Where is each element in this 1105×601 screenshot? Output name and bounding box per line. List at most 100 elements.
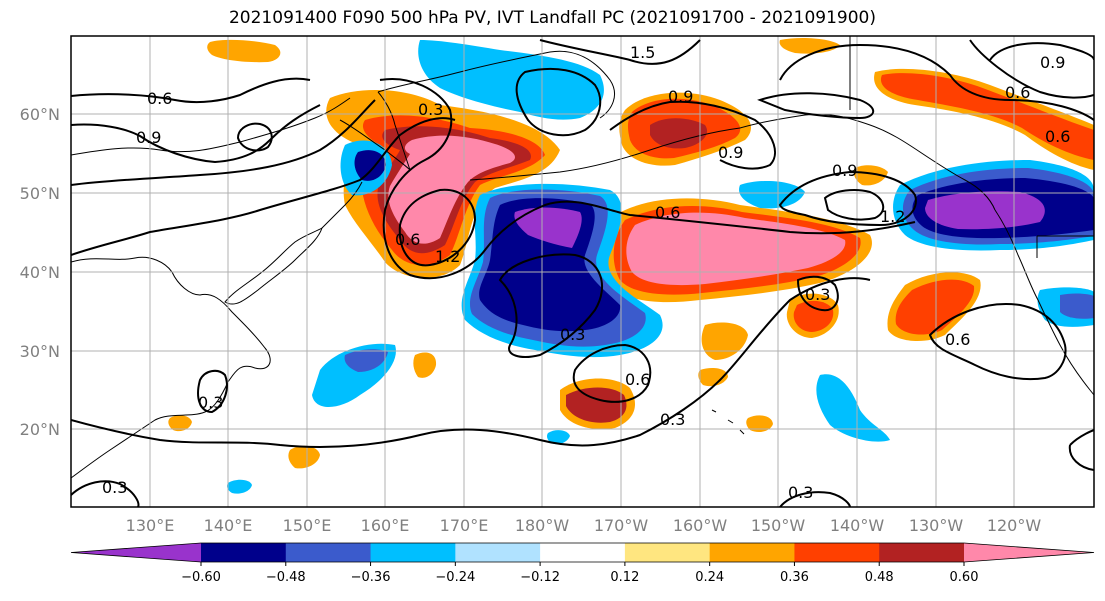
negative-anomaly-region bbox=[227, 479, 252, 494]
colorbar-segment bbox=[370, 543, 456, 562]
contour-line bbox=[969, 39, 1094, 99]
negative-anomaly-region bbox=[816, 374, 890, 442]
negative-anomaly-region bbox=[514, 207, 582, 248]
contour-label: 0.3 bbox=[418, 100, 443, 119]
contour-line bbox=[609, 100, 776, 170]
positive-anomaly-region bbox=[650, 118, 708, 149]
longitude-label: 140°W bbox=[830, 516, 885, 535]
positive-anomaly-region bbox=[880, 73, 1094, 160]
contour-line bbox=[539, 39, 701, 65]
latitude-label: 30°N bbox=[20, 342, 60, 361]
contour-line bbox=[71, 104, 321, 164]
contour-line bbox=[71, 77, 311, 104]
contour-label: 0.3 bbox=[560, 325, 585, 344]
positive-anomaly-region bbox=[746, 415, 773, 432]
colorbar-tick-label: −0.48 bbox=[266, 570, 306, 585]
contour-labels: 0.6 0.9 0.3 0.6 1.2 0.9 1.5 0.9 0.6 0.9 … bbox=[102, 43, 1070, 502]
contour-label: 0.3 bbox=[788, 483, 813, 502]
contour-label: 1.2 bbox=[880, 207, 905, 226]
contour-line bbox=[71, 99, 376, 186]
positive-anomaly-region bbox=[288, 445, 320, 469]
positive-anomaly-region bbox=[413, 352, 437, 378]
colorbar-segment bbox=[794, 543, 880, 562]
okhotsk-coastline bbox=[71, 97, 351, 156]
longitude-label: 170°E bbox=[440, 516, 489, 535]
north-america-west-coast bbox=[994, 209, 1094, 396]
contour-label: 0.3 bbox=[102, 478, 127, 497]
aleutian-chain bbox=[469, 127, 741, 181]
positive-anomaly-region bbox=[853, 165, 888, 186]
contour-label: 0.9 bbox=[1040, 53, 1065, 72]
longitude-label: 150°W bbox=[751, 516, 806, 535]
contour-label: 1.5 bbox=[630, 43, 655, 62]
negative-anomaly-region bbox=[354, 150, 386, 181]
contour-label: 0.6 bbox=[147, 89, 172, 108]
longitude-label: 160°E bbox=[361, 516, 410, 535]
contour-line bbox=[779, 43, 1094, 121]
negative-anomaly-region bbox=[739, 180, 805, 209]
colorbar-tick-label: 0.12 bbox=[610, 570, 639, 585]
colorbar-segment bbox=[201, 543, 287, 562]
contour-line bbox=[498, 253, 604, 358]
latitude-label: 50°N bbox=[20, 184, 60, 203]
longitude-label: 130°W bbox=[909, 516, 964, 535]
colorbar-tick-label: −0.60 bbox=[181, 570, 221, 585]
negative-anomaly-region bbox=[925, 191, 1045, 230]
longitude-label: 180°W bbox=[515, 516, 570, 535]
contour-line bbox=[823, 189, 885, 221]
colorbar-segment bbox=[455, 543, 541, 562]
negative-anomaly-region bbox=[547, 430, 570, 445]
map-area: 0.6 0.9 0.3 0.6 1.2 0.9 1.5 0.9 0.6 0.9 … bbox=[71, 36, 1094, 507]
contour-line bbox=[572, 343, 652, 403]
contour-line bbox=[236, 122, 273, 152]
colorbar-tick-label: 0.48 bbox=[865, 570, 894, 585]
positive-anomaly-region bbox=[566, 387, 627, 423]
latitude-label: 40°N bbox=[20, 263, 60, 282]
colorbar-extend-high bbox=[964, 543, 1094, 562]
colorbar-segment bbox=[709, 543, 795, 562]
contour-line bbox=[197, 369, 228, 414]
asia-coastline bbox=[71, 256, 271, 479]
colorbar-segment bbox=[540, 543, 626, 562]
contour-label: 1.2 bbox=[435, 247, 460, 266]
latitude-labels: 60°N 50°N 40°N 30°N 20°N bbox=[20, 105, 60, 439]
colorbar-tick-label: −0.36 bbox=[351, 570, 391, 585]
negative-anomaly-region bbox=[1060, 293, 1094, 319]
contour-line bbox=[989, 42, 1094, 61]
contour-line bbox=[71, 480, 140, 507]
kuril-arc bbox=[321, 181, 363, 229]
gridlines bbox=[71, 36, 1094, 507]
contour-label: 0.9 bbox=[718, 143, 743, 162]
contour-line bbox=[757, 92, 875, 120]
negative-anomaly-region bbox=[418, 40, 604, 120]
longitude-label: 150°E bbox=[283, 516, 332, 535]
contour-label: 0.3 bbox=[805, 285, 830, 304]
contour-label: 0.6 bbox=[945, 330, 970, 349]
contour-label: 0.9 bbox=[136, 128, 161, 147]
contour-line bbox=[71, 117, 456, 256]
positive-anomaly-region bbox=[895, 279, 975, 335]
longitude-labels: 130°E 140°E 150°E 160°E 170°E 180°W 170°… bbox=[126, 516, 1042, 535]
colorbar-tick-label: 0.60 bbox=[950, 570, 979, 585]
contour-line bbox=[928, 303, 1067, 381]
latitude-label: 20°N bbox=[20, 420, 60, 439]
longitude-label: 160°W bbox=[673, 516, 728, 535]
map-title: 2021091400 F090 500 hPa PV, IVT Landfall… bbox=[228, 8, 876, 28]
longitude-label: 170°W bbox=[594, 516, 649, 535]
contour-line bbox=[71, 277, 871, 448]
longitude-label: 140°E bbox=[204, 516, 253, 535]
positive-anomaly-region bbox=[207, 39, 281, 63]
longitude-label: 120°W bbox=[987, 516, 1042, 535]
positive-anomaly-region bbox=[626, 212, 846, 286]
contour-label: 0.9 bbox=[832, 161, 857, 180]
contour-label: 0.3 bbox=[198, 393, 223, 412]
positive-anomaly-region bbox=[698, 368, 728, 387]
colorbar: −0.60 −0.48 −0.36 −0.24 −0.12 0.12 0.24 0.36 0.4… bbox=[70, 542, 1095, 585]
negative-anomaly-region bbox=[479, 198, 621, 332]
colorbar-segment bbox=[879, 543, 965, 562]
colorbar-tick-label: 0.36 bbox=[780, 570, 809, 585]
positive-anomaly-region bbox=[793, 300, 834, 332]
contour-label: 0.9 bbox=[668, 87, 693, 106]
contour-line bbox=[379, 78, 916, 280]
